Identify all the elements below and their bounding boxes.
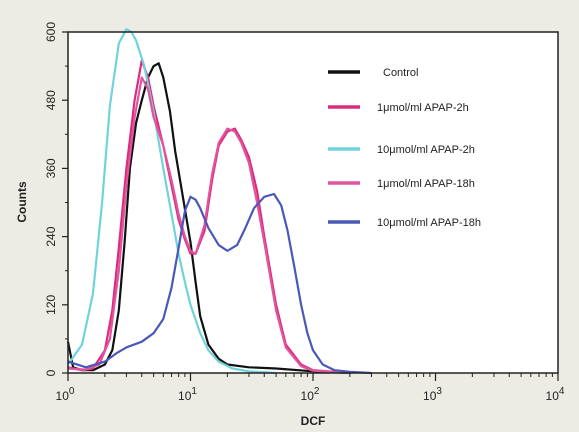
- y-tick-label: 0: [44, 369, 58, 376]
- y-axis: 0 120 240 360 480 600: [44, 22, 68, 376]
- x-tick-label: 101: [178, 386, 197, 403]
- legend-label-5: 10μmol/ml APAP-18h: [377, 217, 481, 229]
- legend-label-1: Control: [383, 67, 418, 79]
- x-tick-label: 103: [423, 386, 442, 403]
- y-tick-label: 120: [44, 294, 58, 314]
- legend: Control 1μmol/ml APAP-2h 10μmol/ml APAP-2h…: [328, 67, 481, 229]
- x-axis-title: DCF: [301, 414, 326, 428]
- x-tick-label: 102: [301, 386, 320, 403]
- x-tick-label: 104: [546, 386, 565, 403]
- x-axis: 100 101 102 103 104: [56, 373, 565, 403]
- legend-label-4: 1μmol/ml APAP-18h: [377, 178, 475, 190]
- series-line-4: [67, 76, 350, 375]
- y-axis-title: Counts: [15, 181, 29, 223]
- y-tick-label: 600: [44, 22, 58, 42]
- y-tick-label: 360: [44, 158, 58, 178]
- y-tick-label: 480: [44, 90, 58, 110]
- series-line-1: [66, 62, 350, 375]
- series-line-3: [67, 28, 277, 375]
- legend-label-2: 1μmol/ml APAP-2h: [377, 102, 469, 114]
- y-tick-label: 240: [44, 226, 58, 246]
- series-layer: [66, 28, 372, 375]
- x-tick-label: 100: [56, 386, 75, 403]
- series-line-5: [67, 192, 372, 375]
- legend-label-3: 10μmol/ml APAP-2h: [377, 144, 475, 156]
